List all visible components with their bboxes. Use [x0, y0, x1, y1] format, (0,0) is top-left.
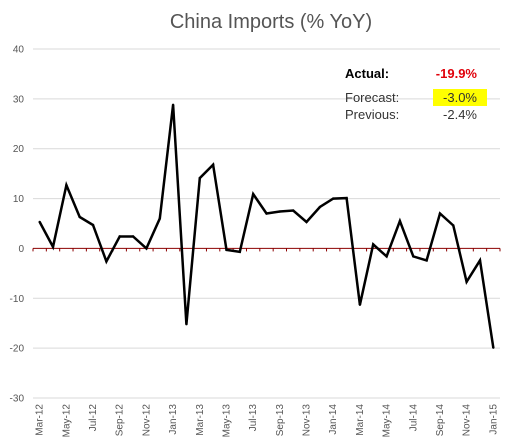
data-point — [251, 192, 255, 196]
x-tick-label: Jul-14 — [408, 404, 419, 432]
x-tick-label: May-13 — [221, 404, 232, 438]
data-point — [332, 197, 335, 200]
data-point — [185, 323, 188, 326]
y-tick-label: 20 — [13, 144, 25, 155]
data-point — [225, 248, 228, 252]
y-tick-label: -20 — [10, 344, 25, 355]
y-tick-label: -30 — [10, 394, 25, 405]
x-tick-label: Mar-13 — [195, 404, 206, 436]
y-tick-label: 30 — [13, 94, 25, 105]
x-tick-label: Sep-12 — [115, 404, 126, 437]
forecast-highlight — [433, 89, 487, 106]
x-tick-label: May-12 — [61, 404, 72, 438]
x-axis: Mar-12 May-12 Jul-12 Sep-12 Nov-12 Jan-13 Mar-… — [32, 248, 501, 438]
data-point — [131, 235, 135, 238]
data-point — [211, 163, 215, 166]
x-tick-label: May-14 — [382, 404, 393, 438]
forecast-value: -3.0% — [443, 90, 477, 105]
data-point — [38, 220, 41, 224]
data-point — [198, 176, 201, 180]
data-point — [118, 235, 121, 238]
series-line — [38, 104, 495, 348]
data-point — [51, 245, 55, 249]
data-point — [345, 196, 348, 200]
x-tick-label: Sep-13 — [275, 404, 286, 437]
data-point — [412, 255, 415, 258]
data-point — [171, 103, 175, 107]
chart-title: China Imports (% YoY) — [170, 11, 372, 33]
data-point — [278, 210, 282, 213]
actual-value: -19.9% — [436, 66, 478, 81]
gridlines — [33, 48, 500, 399]
data-point — [91, 223, 95, 227]
y-tick-label: 10 — [13, 194, 25, 205]
y-tick-label: 40 — [13, 45, 25, 56]
data-point — [358, 303, 362, 306]
data-point — [318, 205, 322, 209]
data-point — [291, 209, 295, 212]
x-tick-label: Nov-12 — [141, 404, 152, 437]
x-tick-label: Mar-14 — [355, 404, 366, 436]
data-point — [478, 259, 482, 262]
data-point — [385, 255, 388, 258]
data-point — [305, 220, 308, 224]
y-tick-label: -10 — [10, 294, 25, 305]
data-point — [372, 243, 375, 246]
y-tick-label: 0 — [18, 244, 24, 255]
previous-value: -2.4% — [443, 107, 477, 122]
data-point — [465, 280, 468, 284]
x-tick-label: Jul-12 — [88, 404, 99, 432]
x-tick-label: Jul-13 — [248, 404, 259, 432]
data-point — [78, 215, 81, 219]
x-tick-label: Sep-14 — [435, 404, 446, 437]
data-point — [398, 219, 402, 223]
data-point — [65, 183, 68, 187]
data-point — [425, 259, 428, 262]
previous-label: Previous: — [345, 107, 399, 122]
annotation-box: Actual: -19.9% Forecast: -3.0% Previous:… — [345, 66, 487, 122]
data-point — [145, 247, 148, 250]
x-tick-label: Nov-13 — [302, 404, 313, 437]
forecast-label: Forecast: — [345, 90, 399, 105]
x-tick-label: Nov-14 — [462, 404, 473, 437]
data-point — [158, 217, 161, 220]
series — [38, 103, 495, 349]
data-point — [265, 212, 268, 215]
actual-label: Actual: — [345, 66, 389, 81]
x-tick-label: Jan-14 — [328, 404, 339, 435]
data-point — [238, 250, 242, 254]
y-axis: 40 30 20 10 0 -10 -20 -30 — [10, 45, 25, 405]
data-point — [452, 224, 455, 227]
x-tick-label: Mar-12 — [35, 404, 46, 436]
x-tick-label: Jan-15 — [488, 404, 499, 435]
x-tick-label: Jan-13 — [168, 404, 179, 435]
data-point — [492, 346, 495, 349]
data-point — [438, 212, 442, 215]
data-point — [105, 260, 108, 263]
